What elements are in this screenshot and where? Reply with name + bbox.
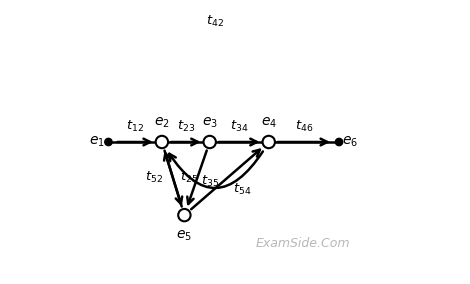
Text: $t_{23}$: $t_{23}$ [177, 119, 195, 134]
Text: $t_{52}$: $t_{52}$ [145, 170, 163, 185]
Text: $e_4$: $e_4$ [261, 115, 277, 130]
Text: $t_{54}$: $t_{54}$ [233, 182, 251, 197]
FancyArrowPatch shape [169, 151, 263, 188]
Text: $t_{35}$: $t_{35}$ [202, 174, 219, 189]
Circle shape [336, 138, 343, 146]
Text: ExamSide.Com: ExamSide.Com [255, 237, 350, 250]
Text: $t_{25}$: $t_{25}$ [180, 170, 198, 185]
Text: $t_{42}$: $t_{42}$ [206, 14, 224, 29]
Circle shape [178, 209, 190, 221]
Text: $t_{12}$: $t_{12}$ [126, 119, 144, 134]
Circle shape [105, 138, 112, 146]
Text: $e_5$: $e_5$ [176, 229, 192, 243]
Text: $e_3$: $e_3$ [202, 115, 218, 130]
Circle shape [204, 136, 216, 148]
Circle shape [263, 136, 275, 148]
Circle shape [156, 136, 168, 148]
Text: $t_{46}$: $t_{46}$ [295, 119, 313, 134]
Text: $e_6$: $e_6$ [342, 135, 358, 149]
Text: $t_{34}$: $t_{34}$ [230, 119, 249, 134]
Text: $e_2$: $e_2$ [154, 115, 170, 130]
Text: $e_1$: $e_1$ [89, 135, 105, 149]
